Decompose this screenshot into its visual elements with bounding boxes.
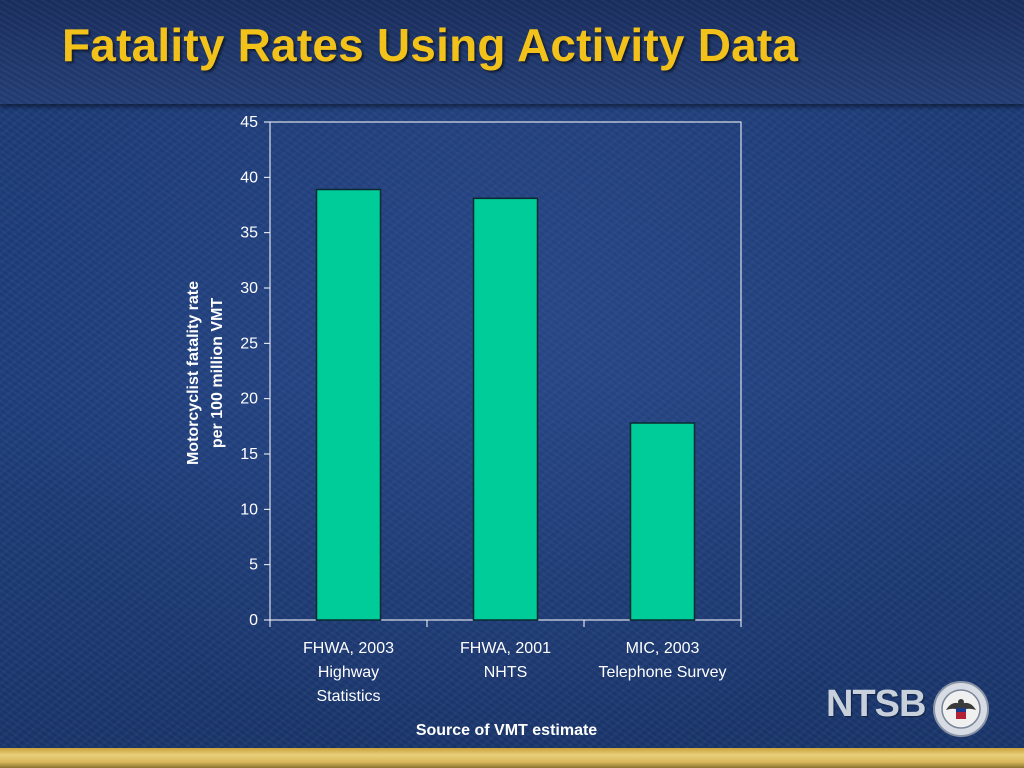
y-tick-label: 35 xyxy=(240,225,258,242)
y-tick-label: 5 xyxy=(249,557,258,574)
y-tick-label: 25 xyxy=(240,335,258,352)
y-tick-label: 45 xyxy=(240,114,258,131)
bar xyxy=(315,188,382,621)
slide-title: Fatality Rates Using Activity Data xyxy=(62,19,799,71)
y-tick-label: 20 xyxy=(240,391,258,408)
ntsb-logo-text: NTSB xyxy=(826,683,926,725)
bottom-gold-bar xyxy=(0,748,1024,768)
x-tick-label: Telephone Survey xyxy=(598,664,726,681)
x-tick-label: NHTS xyxy=(484,664,528,681)
ntsb-seal-icon xyxy=(933,681,989,737)
x-tick-label: Highway xyxy=(318,664,379,681)
y-tick-label: 30 xyxy=(240,280,258,297)
x-tick-label: FHWA, 2003 xyxy=(303,640,394,657)
y-tick-label: 15 xyxy=(240,446,258,463)
bar xyxy=(472,197,539,621)
title-band: Fatality Rates Using Activity Data xyxy=(0,0,1024,104)
x-axis-title: Source of VMT estimate xyxy=(416,722,597,739)
y-axis-title: per 100 million VMT xyxy=(209,298,226,448)
x-tick-label: FHWA, 2001 xyxy=(460,640,551,657)
y-tick-label: 10 xyxy=(240,501,258,518)
x-tick-label: Statistics xyxy=(316,688,380,705)
x-tick-label: MIC, 2003 xyxy=(626,640,700,657)
y-tick-label: 0 xyxy=(249,612,258,629)
y-axis-title: Motorcyclist fatality rate xyxy=(185,281,202,465)
bar xyxy=(629,422,696,621)
y-tick-label: 40 xyxy=(240,169,258,186)
